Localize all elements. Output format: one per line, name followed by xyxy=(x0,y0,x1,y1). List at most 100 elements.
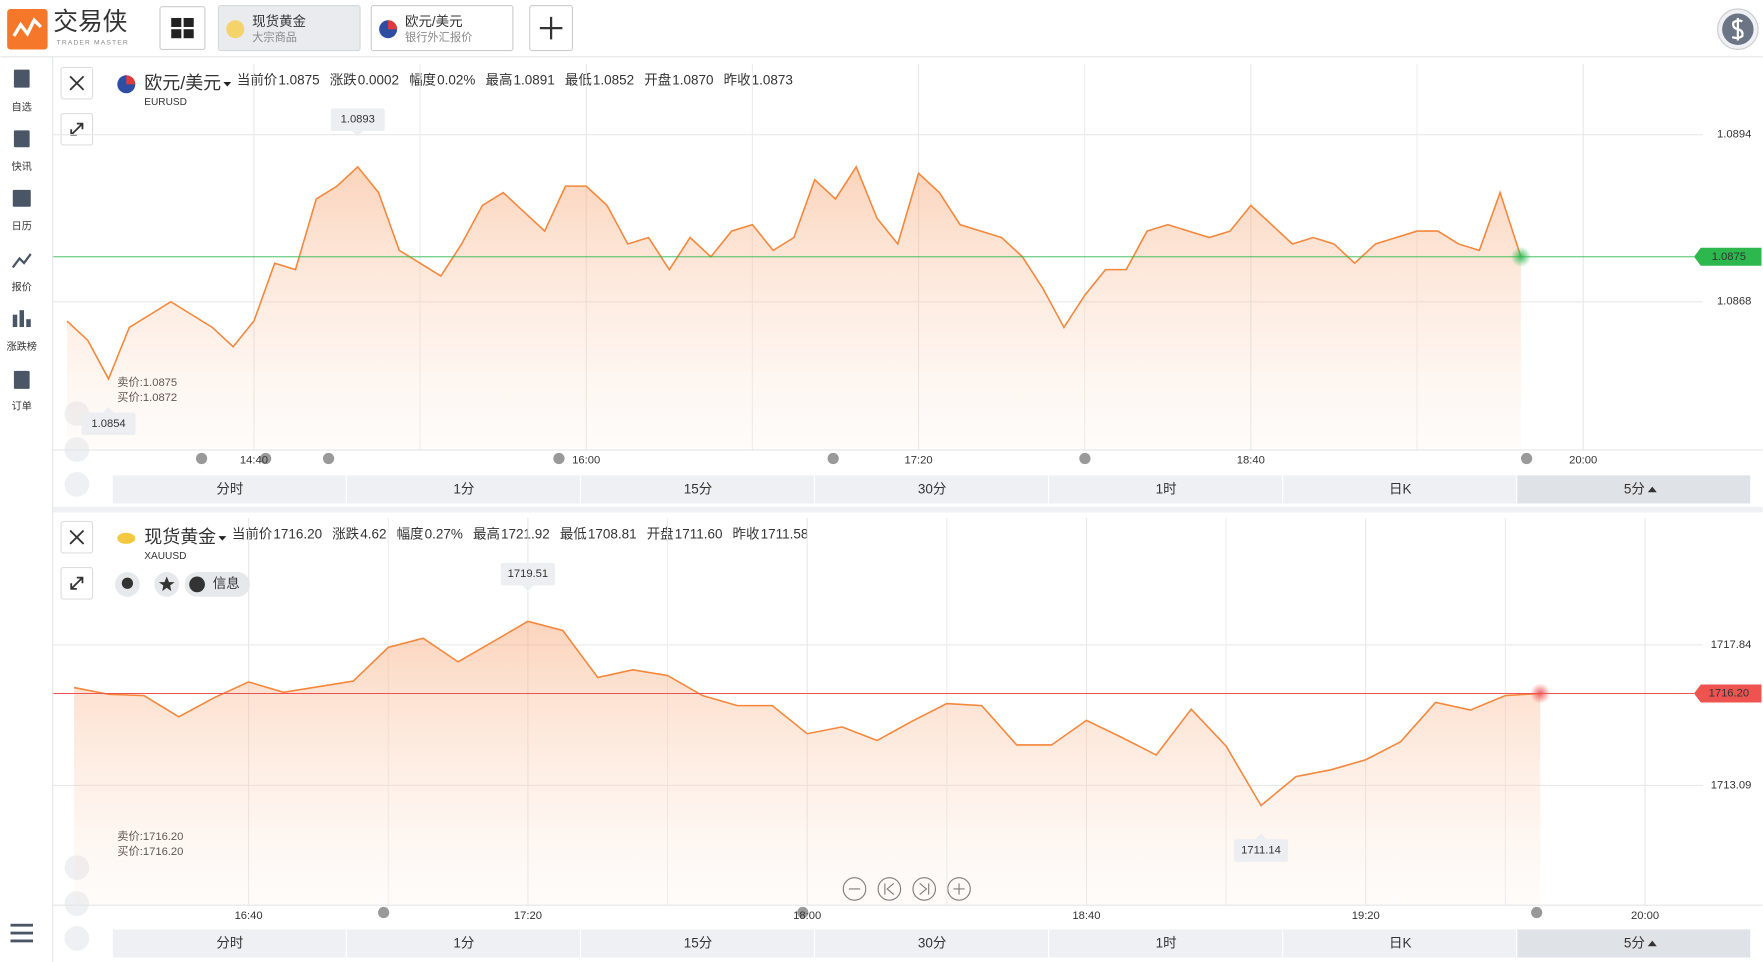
extreme-label-box xyxy=(81,412,136,436)
info-button-label[interactable]: 信息 xyxy=(213,575,240,591)
stat-value: 0.0002 xyxy=(358,72,399,87)
timeframe-tab[interactable] xyxy=(112,929,346,958)
sidebar-label[interactable]: 涨跌榜 xyxy=(7,340,37,353)
logo-text: 交易侠 xyxy=(53,8,127,36)
gold-icon xyxy=(226,20,245,39)
stat-value: 0.02% xyxy=(437,72,475,87)
extreme-label-pointer xyxy=(522,585,534,591)
panel-divider xyxy=(53,506,1763,513)
y-tick-label: 1.0868 xyxy=(1717,296,1751,308)
sort-caret xyxy=(1647,486,1657,493)
extreme-label: 1.0893 xyxy=(341,114,375,126)
timeframe-tab[interactable] xyxy=(112,475,346,504)
timeframe-tab[interactable] xyxy=(815,929,1048,958)
timeframe-label: 分时 xyxy=(216,936,243,951)
sidebar-label[interactable]: 自选 xyxy=(12,101,32,114)
logo-mark xyxy=(12,17,43,37)
x-tick-label: 20:00 xyxy=(1631,910,1659,922)
timeframe-label: 5分 xyxy=(1624,936,1645,951)
x-tick-label: 18:00 xyxy=(793,910,821,922)
y-tick-label: 1713.09 xyxy=(1711,779,1752,791)
y-tick-label: 1.0894 xyxy=(1717,129,1751,141)
timeframe-tab[interactable] xyxy=(815,475,1048,504)
x-tick-label: 16:00 xyxy=(572,455,600,467)
sidebar-label[interactable]: 日历 xyxy=(12,221,32,233)
tab-title: 欧元/美元 xyxy=(405,14,463,29)
stat-value: 1711.58 xyxy=(761,527,809,542)
tab-title: 现货黄金 xyxy=(252,13,306,29)
timeframe-tab[interactable] xyxy=(1049,929,1283,958)
dropdown-caret[interactable] xyxy=(218,536,227,541)
gold-icon xyxy=(117,532,136,544)
timeframe-label: 1分 xyxy=(453,482,474,497)
sidebar-label[interactable]: 报价 xyxy=(12,280,32,293)
stat-label: 开盘 xyxy=(647,526,674,542)
timeframe-label: 日K xyxy=(1389,936,1411,951)
timeframe-tab[interactable] xyxy=(1283,929,1517,958)
dropdown-caret[interactable] xyxy=(223,82,232,87)
timeframe-tab[interactable] xyxy=(1283,475,1517,504)
stat-label: 最低 xyxy=(565,72,592,87)
stat-label: 幅度 xyxy=(409,72,436,87)
extreme-label: 1.0854 xyxy=(91,418,125,430)
extreme-label-pointer xyxy=(102,406,115,413)
timeframe-label: 30分 xyxy=(918,482,946,497)
layout-button[interactable] xyxy=(159,6,206,51)
stat-value: 1708.81 xyxy=(588,527,637,542)
sidebar-label[interactable]: 订单 xyxy=(12,400,32,412)
timeframe-label: 1时 xyxy=(1156,936,1177,951)
instrument-tab[interactable] xyxy=(217,5,361,52)
stat-value: 1711.60 xyxy=(675,527,723,542)
area-fill xyxy=(66,166,1521,450)
last-price-tag xyxy=(1694,684,1762,703)
extreme-label: 1719.51 xyxy=(508,568,549,580)
timeframe-label: 15分 xyxy=(684,482,712,497)
flag-icon xyxy=(388,20,398,30)
price-line xyxy=(73,620,1541,807)
stat-label: 幅度 xyxy=(397,527,424,542)
timeframe-label: 5分 xyxy=(1624,482,1645,497)
stat-label: 当前价 xyxy=(232,526,273,542)
tab-subtitle: 银行外汇报价 xyxy=(405,30,472,44)
stat-value: 1716.20 xyxy=(273,527,322,542)
button-icons xyxy=(69,75,85,590)
instrument-tab[interactable] xyxy=(370,5,514,52)
last-price-tag xyxy=(1694,247,1762,266)
extreme-label-box xyxy=(500,562,555,586)
stat-label: 昨收 xyxy=(724,72,751,87)
stat-label: 最高 xyxy=(473,526,500,542)
price-line xyxy=(66,165,1522,381)
x-tick-label: 19:20 xyxy=(1352,910,1380,922)
timeframe-tab[interactable] xyxy=(346,929,580,958)
layout-icon xyxy=(171,17,194,39)
stat-value: 4.62 xyxy=(360,527,386,542)
instrument-name: 欧元/美元 xyxy=(144,73,221,93)
x-tick-label: 17:20 xyxy=(905,455,933,467)
y-tick-label: 1717.84 xyxy=(1711,639,1752,651)
stat-label: 最高 xyxy=(485,71,512,87)
timeframe-label: 日K xyxy=(1389,482,1411,497)
extreme-label: 1711.14 xyxy=(1241,845,1281,857)
timeframe-tab[interactable] xyxy=(1517,475,1751,504)
dollar-icon xyxy=(1731,17,1744,41)
timeframe-tab[interactable] xyxy=(1517,929,1751,958)
stat-label: 涨跌 xyxy=(330,72,357,87)
tab-subtitle: 大宗商品 xyxy=(252,30,297,44)
instrument-symbol: XAUUSD xyxy=(144,551,186,562)
logo-icon xyxy=(7,8,48,50)
sort-caret xyxy=(1647,940,1657,947)
x-tick-label: 18:40 xyxy=(1072,910,1100,922)
timeframe-tab[interactable] xyxy=(580,475,814,504)
stat-label: 涨跌 xyxy=(332,527,359,542)
timeframe-tab[interactable] xyxy=(580,929,814,958)
timeframe-tab[interactable] xyxy=(346,475,580,504)
extreme-label-box xyxy=(330,108,385,131)
sidebar-icons xyxy=(10,69,34,943)
instrument-symbol: EURUSD xyxy=(144,97,187,108)
sidebar-label[interactable]: 快讯 xyxy=(12,161,32,173)
extreme-label-pointer xyxy=(1255,833,1267,840)
timeframe-tab[interactable] xyxy=(1049,475,1283,504)
x-tick-label: 16:40 xyxy=(235,910,263,922)
